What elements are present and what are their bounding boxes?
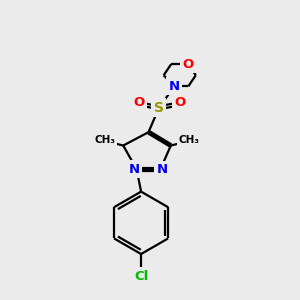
Text: N: N [129,163,140,176]
Text: N: N [157,164,168,176]
Text: CH₃: CH₃ [179,135,200,145]
Text: N: N [169,80,180,93]
Text: Cl: Cl [134,270,148,283]
Text: O: O [183,58,194,71]
Text: CH₃: CH₃ [94,135,115,145]
Text: O: O [174,96,185,109]
Text: O: O [133,96,144,109]
Text: S: S [154,101,164,115]
